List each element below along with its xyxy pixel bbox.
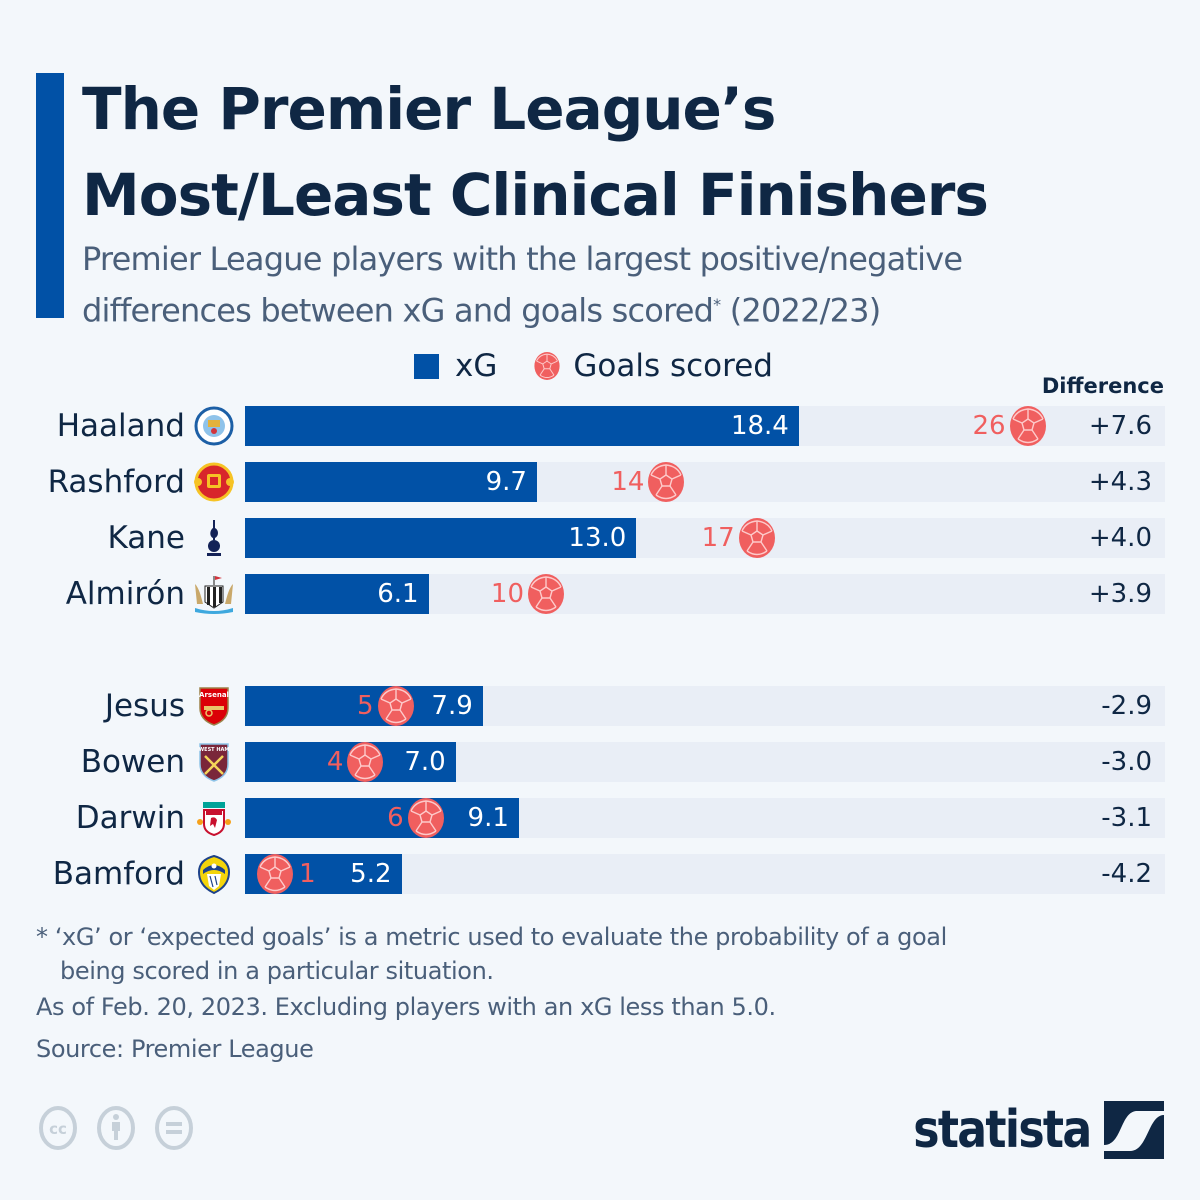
- title-line-2: Most/Least Clinical Finishers: [82, 161, 989, 229]
- difference-value: +4.0: [1088, 523, 1152, 553]
- player-name: Kane: [107, 520, 186, 556]
- xg-value-label: 6.1: [377, 579, 419, 609]
- cc-icon[interactable]: cc: [36, 1106, 80, 1150]
- goals-ball-marker: [1008, 406, 1048, 446]
- xg-value-label: 9.1: [467, 803, 509, 833]
- goals-legend-label: Goals scored: [573, 348, 773, 384]
- goals-ball-marker: [406, 798, 446, 838]
- difference-header: Difference: [1041, 374, 1164, 398]
- xg-value-label: 18.4: [730, 411, 789, 441]
- no-derivatives-icon[interactable]: [152, 1106, 196, 1150]
- chart-row-darwin: Darwin 9.1 6 -3.1: [0, 798, 1200, 838]
- player-name: Darwin: [75, 800, 185, 836]
- difference-value: -3.1: [1101, 803, 1152, 833]
- difference-value: -2.9: [1101, 691, 1152, 721]
- leeds-crest-icon: [189, 854, 239, 895]
- subtitle-line-1: Premier League players with the largest …: [82, 240, 963, 278]
- subtitle: Premier League players with the largest …: [82, 236, 1182, 334]
- svg-text:Arsenal: Arsenal: [199, 691, 229, 699]
- player-name: Bamford: [52, 856, 185, 892]
- tottenham-crest-icon: [189, 518, 239, 558]
- football-icon: [533, 352, 561, 380]
- chart-row-jesus: Jesus Arsenal 7.9 5 -2.9: [0, 686, 1200, 726]
- goals-value-label: 1: [299, 859, 316, 889]
- player-name: Almirón: [65, 576, 185, 612]
- title-line-1: The Premier League’s: [82, 75, 776, 143]
- goals-value-label: 26: [972, 411, 1006, 441]
- chart-row-almirn: Almirón 6.1 10 +3.9: [0, 574, 1200, 614]
- player-name: Haaland: [56, 408, 185, 444]
- footnote-line-2: being scored in a particular situation.: [60, 957, 494, 985]
- xg-bar: [245, 798, 519, 838]
- goals-value-label: 4: [326, 747, 344, 777]
- goals-ball-marker: [646, 462, 686, 502]
- xg-bar: [245, 462, 537, 502]
- player-name: Rashford: [47, 464, 185, 500]
- page-title: The Premier League’s Most/Least Clinical…: [82, 66, 1182, 238]
- footnote-marker: *: [713, 295, 721, 314]
- svg-text:cc: cc: [49, 1120, 67, 1138]
- xg-value-label: 7.9: [431, 691, 473, 721]
- xg-bar: [245, 574, 429, 614]
- xg-value-label: 7.0: [404, 747, 446, 777]
- chart-row-bowen: Bowen WEST HAM 7.0 4 -3.0: [0, 742, 1200, 782]
- attribution-icon[interactable]: [94, 1106, 138, 1150]
- chart-row-kane: Kane 13.0 17 +4.0: [0, 518, 1200, 558]
- statista-logo[interactable]: statista: [882, 1100, 1164, 1160]
- goals-value-label: 5: [356, 691, 374, 721]
- subtitle-text: differences between xG and goals scored: [82, 291, 714, 330]
- goals-value-label: 17: [701, 523, 735, 553]
- title-accent-bar: [36, 73, 64, 318]
- difference-value: +4.3: [1088, 467, 1152, 497]
- chart-row-haaland: Haaland 18.4 26 +7.6: [0, 406, 1200, 446]
- xg-value-label: 13.0: [568, 523, 627, 553]
- statista-mark-icon: [1104, 1101, 1164, 1159]
- player-name: Jesus: [104, 688, 185, 724]
- subtitle-line-2: differences between xG and goals scored*…: [82, 282, 1182, 334]
- difference-value: +7.6: [1088, 411, 1152, 441]
- xg-bar: [245, 406, 799, 446]
- arsenal-crest-icon: Arsenal: [189, 686, 239, 726]
- difference-value: -3.0: [1101, 747, 1152, 777]
- license-icons: cc: [36, 1106, 196, 1150]
- newcastle-crest-icon: [189, 574, 239, 614]
- xg-legend-label: xG: [455, 348, 498, 384]
- chart-row-bamford: Bamford 5.2 1 -4.2: [0, 854, 1200, 895]
- subtitle-season: (2022/23): [720, 291, 882, 330]
- xg-legend-swatch: [414, 353, 439, 379]
- source-note: Source: Premier League: [36, 1035, 314, 1063]
- xg-bar: [245, 686, 483, 726]
- statista-wordmark: statista: [912, 1100, 1092, 1160]
- goals-ball-marker: [255, 854, 295, 894]
- xg-bar: [245, 518, 637, 558]
- xg-value-label: 5.2: [350, 859, 392, 889]
- goals-value-label: 10: [490, 579, 524, 609]
- svg-text:WEST HAM: WEST HAM: [199, 747, 230, 753]
- footnote: * ‘xG’ or ‘expected goals’ is a metric u…: [36, 920, 1176, 988]
- manchester-city-crest-icon: [189, 406, 239, 446]
- goals-ball-marker: [737, 518, 777, 558]
- notes: * ‘xG’ or ‘expected goals’ is a metric u…: [36, 920, 1176, 1066]
- goals-ball-marker: [345, 742, 385, 782]
- footnote-line-1: * ‘xG’ or ‘expected goals’ is a metric u…: [36, 923, 947, 951]
- chart-row-rashford: Rashford 9.7 14 +4.3: [0, 462, 1200, 502]
- as-of-note: As of Feb. 20, 2023. Excluding players w…: [36, 993, 776, 1021]
- difference-value: +3.9: [1088, 579, 1152, 609]
- legend: xG Goals scored: [414, 346, 773, 386]
- difference-value: -4.2: [1101, 859, 1152, 889]
- goals-ball-marker: [526, 574, 566, 614]
- manchester-united-crest-icon: [189, 462, 239, 502]
- west-ham-crest-icon: WEST HAM: [189, 742, 239, 782]
- liverpool-crest-icon: [189, 798, 239, 838]
- player-name: Bowen: [80, 744, 185, 780]
- goals-value-label: 6: [387, 803, 404, 833]
- goals-value-label: 14: [611, 467, 645, 497]
- xg-value-label: 9.7: [485, 467, 527, 497]
- goals-ball-marker: [376, 686, 416, 726]
